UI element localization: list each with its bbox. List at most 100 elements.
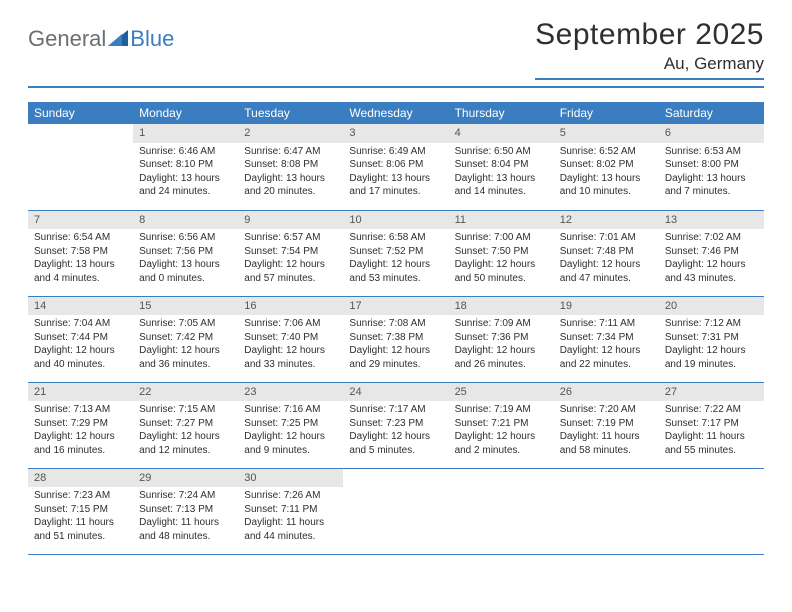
day-body: Sunrise: 7:06 AMSunset: 7:40 PMDaylight:… [238,315,343,375]
sunrise-text: Sunrise: 7:15 AM [139,403,232,417]
day1-text: Daylight: 13 hours [349,172,442,186]
day-cell: 20Sunrise: 7:12 AMSunset: 7:31 PMDayligh… [659,296,764,382]
empty-cell [449,468,554,554]
day-body: Sunrise: 7:26 AMSunset: 7:11 PMDaylight:… [238,487,343,547]
day-header: Thursday [449,102,554,124]
day-body: Sunrise: 7:20 AMSunset: 7:19 PMDaylight:… [554,401,659,461]
day1-text: Daylight: 13 hours [665,172,758,186]
day-body: Sunrise: 6:56 AMSunset: 7:56 PMDaylight:… [133,229,238,289]
empty-cell [659,468,764,554]
day1-text: Daylight: 13 hours [34,258,127,272]
sunrise-text: Sunrise: 7:06 AM [244,317,337,331]
day-body: Sunrise: 7:24 AMSunset: 7:13 PMDaylight:… [133,487,238,547]
table-row: 7Sunrise: 6:54 AMSunset: 7:58 PMDaylight… [28,210,764,296]
day1-text: Daylight: 13 hours [560,172,653,186]
day-body: Sunrise: 6:52 AMSunset: 8:02 PMDaylight:… [554,143,659,203]
day1-text: Daylight: 11 hours [560,430,653,444]
day-number: 12 [554,211,659,230]
day-body: Sunrise: 6:49 AMSunset: 8:06 PMDaylight:… [343,143,448,203]
sunrise-text: Sunrise: 7:19 AM [455,403,548,417]
day-number: 21 [28,383,133,402]
day1-text: Daylight: 11 hours [34,516,127,530]
day-number: 13 [659,211,764,230]
day-number: 18 [449,297,554,316]
sunset-text: Sunset: 7:13 PM [139,503,232,517]
day-cell: 11Sunrise: 7:00 AMSunset: 7:50 PMDayligh… [449,210,554,296]
sunrise-text: Sunrise: 6:57 AM [244,231,337,245]
day-body: Sunrise: 7:05 AMSunset: 7:42 PMDaylight:… [133,315,238,375]
day1-text: Daylight: 13 hours [139,258,232,272]
sunrise-text: Sunrise: 7:04 AM [34,317,127,331]
day1-text: Daylight: 12 hours [455,258,548,272]
sunrise-text: Sunrise: 7:08 AM [349,317,442,331]
day-cell: 29Sunrise: 7:24 AMSunset: 7:13 PMDayligh… [133,468,238,554]
empty-cell [554,468,659,554]
calendar-table: SundayMondayTuesdayWednesdayThursdayFrid… [28,102,764,555]
day-number: 10 [343,211,448,230]
day-cell: 16Sunrise: 7:06 AMSunset: 7:40 PMDayligh… [238,296,343,382]
day-number: 3 [343,124,448,143]
day-number: 1 [133,124,238,143]
day2-text: and 9 minutes. [244,444,337,458]
day-header: Wednesday [343,102,448,124]
table-row: 14Sunrise: 7:04 AMSunset: 7:44 PMDayligh… [28,296,764,382]
day-cell: 6Sunrise: 6:53 AMSunset: 8:00 PMDaylight… [659,124,764,210]
sunset-text: Sunset: 7:38 PM [349,331,442,345]
day-cell: 17Sunrise: 7:08 AMSunset: 7:38 PMDayligh… [343,296,448,382]
day-cell: 12Sunrise: 7:01 AMSunset: 7:48 PMDayligh… [554,210,659,296]
day2-text: and 14 minutes. [455,185,548,199]
day1-text: Daylight: 13 hours [455,172,548,186]
day2-text: and 19 minutes. [665,358,758,372]
sunrise-text: Sunrise: 6:49 AM [349,145,442,159]
sunrise-text: Sunrise: 7:24 AM [139,489,232,503]
sunset-text: Sunset: 7:15 PM [34,503,127,517]
sunrise-text: Sunrise: 7:26 AM [244,489,337,503]
day2-text: and 17 minutes. [349,185,442,199]
day1-text: Daylight: 12 hours [665,344,758,358]
sunrise-text: Sunrise: 7:17 AM [349,403,442,417]
day2-text: and 48 minutes. [139,530,232,544]
sunrise-text: Sunrise: 6:52 AM [560,145,653,159]
day2-text: and 20 minutes. [244,185,337,199]
day2-text: and 57 minutes. [244,272,337,286]
day-number: 17 [343,297,448,316]
day2-text: and 7 minutes. [665,185,758,199]
day-number: 28 [28,469,133,488]
sunrise-text: Sunrise: 6:46 AM [139,145,232,159]
sunset-text: Sunset: 7:19 PM [560,417,653,431]
day-number: 25 [449,383,554,402]
day-body: Sunrise: 6:50 AMSunset: 8:04 PMDaylight:… [449,143,554,203]
day-body: Sunrise: 7:11 AMSunset: 7:34 PMDaylight:… [554,315,659,375]
day2-text: and 33 minutes. [244,358,337,372]
day-cell: 27Sunrise: 7:22 AMSunset: 7:17 PMDayligh… [659,382,764,468]
day2-text: and 51 minutes. [34,530,127,544]
day-body: Sunrise: 7:22 AMSunset: 7:17 PMDaylight:… [659,401,764,461]
day2-text: and 29 minutes. [349,358,442,372]
day-number: 20 [659,297,764,316]
day-number: 22 [133,383,238,402]
day-cell: 7Sunrise: 6:54 AMSunset: 7:58 PMDaylight… [28,210,133,296]
day1-text: Daylight: 12 hours [560,344,653,358]
day-body: Sunrise: 7:08 AMSunset: 7:38 PMDaylight:… [343,315,448,375]
day-number: 24 [343,383,448,402]
day-body: Sunrise: 7:16 AMSunset: 7:25 PMDaylight:… [238,401,343,461]
logo-text-general: General [28,26,106,52]
day-number: 26 [554,383,659,402]
day1-text: Daylight: 12 hours [349,258,442,272]
sunrise-text: Sunrise: 7:11 AM [560,317,653,331]
table-row: 1 Sunrise: 6:46 AMSunset: 8:10 PM Daylight… [28,124,764,210]
day-cell: 5Sunrise: 6:52 AMSunset: 8:02 PMDaylight… [554,124,659,210]
day2-text: and 5 minutes. [349,444,442,458]
sunset-text: Sunset: 7:25 PM [244,417,337,431]
day-cell: 24Sunrise: 7:17 AMSunset: 7:23 PMDayligh… [343,382,448,468]
day-cell: 22Sunrise: 7:15 AMSunset: 7:27 PMDayligh… [133,382,238,468]
page-title: September 2025 [535,18,764,52]
sunset-text: Sunset: 8:10 PM [139,158,232,172]
day-header: Monday [133,102,238,124]
day-number: 16 [238,297,343,316]
day-cell: 30Sunrise: 7:26 AMSunset: 7:11 PMDayligh… [238,468,343,554]
sunset-text: Sunset: 7:50 PM [455,245,548,259]
day-body: Sunrise: 7:17 AMSunset: 7:23 PMDaylight:… [343,401,448,461]
day1-text: Daylight: 12 hours [244,258,337,272]
day-body: Sunrise: 6:54 AMSunset: 7:58 PMDaylight:… [28,229,133,289]
